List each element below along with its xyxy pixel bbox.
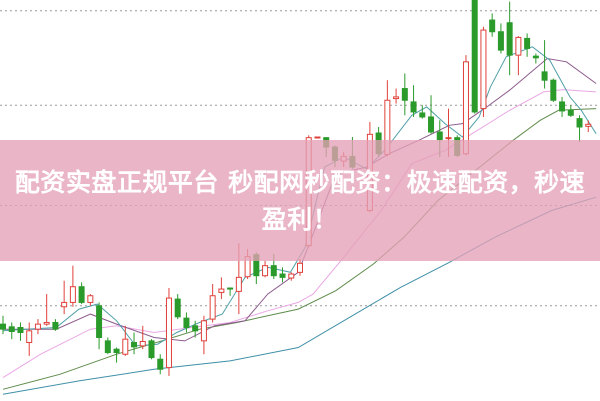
candle-down (419, 112, 426, 118)
candle-up (209, 295, 216, 320)
candle-down (78, 286, 85, 303)
candle-up (288, 273, 295, 279)
candle-down (410, 101, 417, 113)
banner-title: 配资实盘正规平台 秒配网秒配资：极速配资，秒速盈利！ (14, 167, 586, 234)
candle-up (87, 295, 94, 303)
candle-up (122, 338, 129, 355)
candle-up (297, 262, 303, 273)
candle-down (113, 348, 120, 354)
candle-up (61, 301, 68, 308)
candle-down (471, 0, 478, 113)
candle-up (480, 29, 487, 110)
candle-up (393, 96, 400, 100)
candle-down (489, 19, 496, 33)
candle-down (401, 88, 408, 101)
candle-down (17, 326, 24, 333)
candle-down (559, 101, 566, 112)
candle-up (445, 137, 452, 140)
candle-down (506, 22, 513, 56)
candle-up (585, 123, 592, 127)
candle-up (26, 330, 33, 344)
candle-up (34, 323, 41, 330)
candle-up (139, 341, 146, 347)
candle-up (165, 297, 172, 369)
candle-down (497, 31, 504, 51)
candle-down (183, 317, 190, 328)
candle-up (218, 288, 225, 293)
candle-down (550, 79, 557, 101)
candle-down (227, 287, 234, 290)
candle-down (436, 131, 443, 141)
candle-down (52, 321, 59, 330)
candle-down (270, 265, 277, 277)
candle-down (96, 305, 103, 339)
candle-down (148, 340, 155, 359)
candle-up (200, 320, 207, 342)
ma20-line (2, 89, 597, 379)
candle-down (279, 273, 286, 278)
candle-up (262, 265, 269, 277)
candle-down (524, 37, 531, 49)
candle-down (192, 325, 199, 332)
title-banner: 配资实盘正规平台 秒配网秒配资：极速配资，秒速盈利！ (0, 140, 600, 261)
candle-up (43, 321, 50, 325)
candle-down (157, 358, 164, 370)
candle-down (576, 118, 583, 128)
candle-down (131, 342, 138, 348)
candle-down (567, 109, 574, 116)
candle-up (515, 36, 522, 56)
candle-up (314, 136, 321, 139)
candle-down (8, 326, 15, 332)
candle-down (0, 323, 6, 330)
candle-down (532, 55, 539, 59)
candle-down (428, 116, 435, 133)
candle-down (541, 71, 548, 81)
candle-down (104, 340, 111, 354)
candle-up (235, 276, 242, 292)
candle-down (174, 298, 181, 318)
candle-up (69, 286, 76, 303)
